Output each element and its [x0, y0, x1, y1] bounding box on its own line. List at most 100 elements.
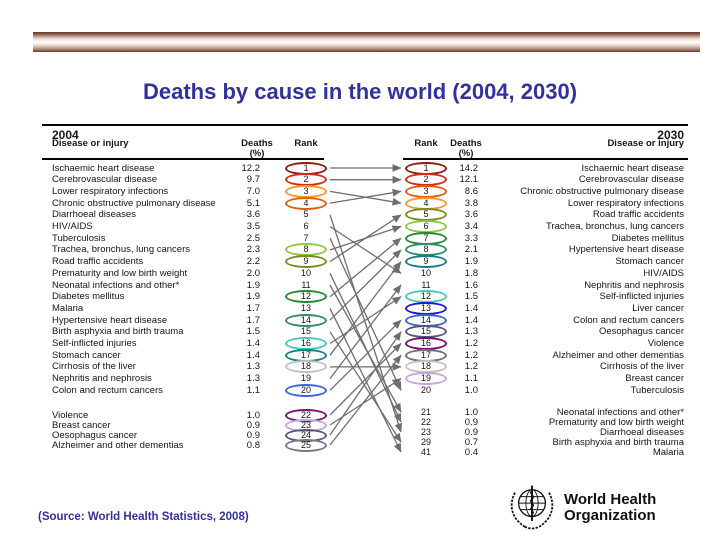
left-rank-ellipse: 7	[303, 232, 309, 243]
left-disease-name: Cirrhosis of the liver	[52, 361, 136, 373]
rank-link-arrow	[329, 190, 402, 206]
rank-link-arrow	[329, 261, 402, 356]
right-deaths-pct: 1.8	[464, 267, 478, 279]
left-rank-ellipse: 19	[300, 373, 311, 384]
right-disease-name: Breast cancer	[625, 373, 684, 385]
right-deaths-pct: 1.2	[464, 349, 478, 361]
right-deaths-pct: 2.1	[464, 244, 478, 256]
rank-link-arrow	[329, 225, 402, 274]
right-disease-name: Colon and rectum cancers	[573, 314, 684, 326]
rank-link-arrow	[329, 284, 402, 379]
left-rank-ellipse: 20	[285, 383, 327, 397]
header-underline-right	[403, 158, 688, 160]
rank-link-arrow	[329, 308, 402, 453]
rank-link-arrow	[329, 188, 402, 204]
who-text-line2: Organization	[564, 507, 656, 524]
right-disease-name: Cirrhosis of the liver	[600, 361, 684, 373]
rank-link-arrow	[329, 237, 402, 391]
page-title: Deaths by cause in the world (2004, 2030…	[142, 79, 578, 104]
left-disease-name: Ischaemic heart disease	[52, 162, 155, 174]
rank-link-arrow	[329, 249, 402, 321]
rank-table: 2004 2030 Disease or injury Deaths (%) R…	[42, 124, 688, 474]
right-disease-name: Oesophagus cancer	[598, 326, 684, 338]
left-rank-ellipse: 6	[303, 221, 309, 231]
right-disease-name: Diabetes mellitus	[611, 232, 684, 244]
left-rank-ellipse: 18	[285, 360, 327, 374]
right-deaths-pct: 3.8	[464, 197, 478, 209]
right-deaths-pct: 12.1	[459, 174, 479, 186]
left-disease-name: Cerebrovascular disease	[52, 174, 158, 186]
right-deaths-pct: 1.4	[464, 302, 478, 314]
left-rank-ellipse: 9	[285, 255, 327, 269]
left-deaths-pct: 2.2	[246, 256, 260, 268]
right-disease-name: Birth asphyxia and birth trauma	[552, 436, 684, 448]
right-deaths-pct: 3.4	[464, 221, 478, 232]
left-rank-ellipse: 14	[285, 313, 327, 327]
right-rank-ellipse: 29	[420, 436, 431, 447]
right-rank-ellipse: 9	[405, 255, 447, 269]
left-rank-ellipse: 12	[285, 290, 327, 304]
year-label-2004: 2004	[52, 128, 79, 142]
right-deaths-pct: 3.6	[464, 209, 478, 221]
left-rank-ellipse: 15	[300, 326, 311, 337]
right-disease-name: Alzheimer and other dementias	[552, 349, 685, 361]
right-rank-ellipse: 11	[421, 279, 431, 290]
left-rank-ellipse: 5	[303, 209, 309, 220]
year-label-2030: 2030	[657, 128, 684, 142]
right-rank-ellipse: 23	[420, 426, 431, 437]
left-disease-name: Violence	[52, 409, 89, 421]
right-rank-ellipse: 20	[420, 384, 431, 395]
left-deaths-pct: 7.0	[246, 185, 260, 197]
right-deaths-pct: 0.9	[464, 426, 478, 438]
left-deaths-pct: 1.1	[246, 384, 260, 396]
right-disease-name: HIV/AIDS	[643, 267, 684, 279]
right-disease-name: Diarrhoeal diseases	[600, 426, 684, 438]
rank-link-arrow	[329, 319, 402, 391]
rank-link-arrow	[329, 214, 402, 263]
right-disease-name: Violence	[647, 338, 684, 349]
left-disease-name: HIV/AIDS	[52, 221, 93, 232]
right-deaths-pct: 1.9	[464, 256, 478, 268]
left-deaths-pct: 1.9	[246, 279, 260, 291]
rank-link-arrow	[329, 214, 403, 433]
left-disease-name: Chronic obstructive pulmonary disease	[52, 197, 216, 209]
rank-link-arrow	[329, 331, 402, 436]
left-disease-name: Neonatal infections and other*	[52, 279, 180, 291]
left-disease-name: Prematurity and low birth weight	[52, 267, 188, 279]
right-deaths-pct: 1.4	[464, 314, 478, 326]
right-rank-ellipse: 19	[405, 372, 447, 386]
who-emblem-icon	[510, 485, 554, 530]
left-deaths-pct: 5.1	[246, 197, 260, 209]
right-rank-ellipse: 22	[420, 416, 431, 427]
left-deaths-pct: 2.3	[246, 244, 260, 256]
who-logo: World Health Organization	[506, 482, 656, 534]
left-deaths-pct: 1.7	[246, 302, 260, 314]
rank-link-arrow	[329, 237, 402, 298]
who-logo-text: World Health Organization	[564, 492, 656, 524]
left-rank-ellipse: 10	[300, 267, 311, 278]
header-rank-right: Rank	[414, 138, 438, 149]
left-deaths-pct: 1.4	[246, 349, 260, 361]
rank-link-arrow	[329, 296, 402, 345]
rank-link-arrow	[329, 331, 402, 443]
header-deaths-right: Deaths (%)	[450, 138, 482, 159]
header-disease-right: Disease or injury	[607, 138, 684, 149]
right-rank-ellipse: 41	[420, 446, 431, 457]
right-disease-name: Stomach cancer	[615, 256, 684, 268]
left-disease-name: Stomach cancer	[52, 349, 121, 361]
source-note: (Source: World Health Statistics, 2008)	[38, 511, 249, 523]
right-disease-name: Neonatal infections and other*	[556, 406, 684, 418]
right-disease-name: Malaria	[652, 446, 684, 458]
right-disease-name: Chronic obstructive pulmonary disease	[520, 185, 684, 197]
left-deaths-pct: 0.9	[246, 429, 260, 441]
header-deaths-left: Deaths (%)	[241, 138, 273, 159]
left-disease-name: Breast cancer	[52, 419, 111, 431]
decorative-top-bar	[33, 32, 700, 52]
right-deaths-pct: 1.2	[464, 361, 478, 373]
right-disease-name: Trachea, bronchus, lung cancers	[545, 221, 684, 232]
left-disease-name: Nephritis and nephrosis	[52, 373, 152, 385]
right-deaths-pct: 0.9	[464, 416, 478, 428]
right-disease-name: Road traffic accidents	[592, 209, 684, 221]
right-deaths-pct: 1.6	[464, 279, 478, 291]
rank-link-arrow	[329, 354, 402, 446]
